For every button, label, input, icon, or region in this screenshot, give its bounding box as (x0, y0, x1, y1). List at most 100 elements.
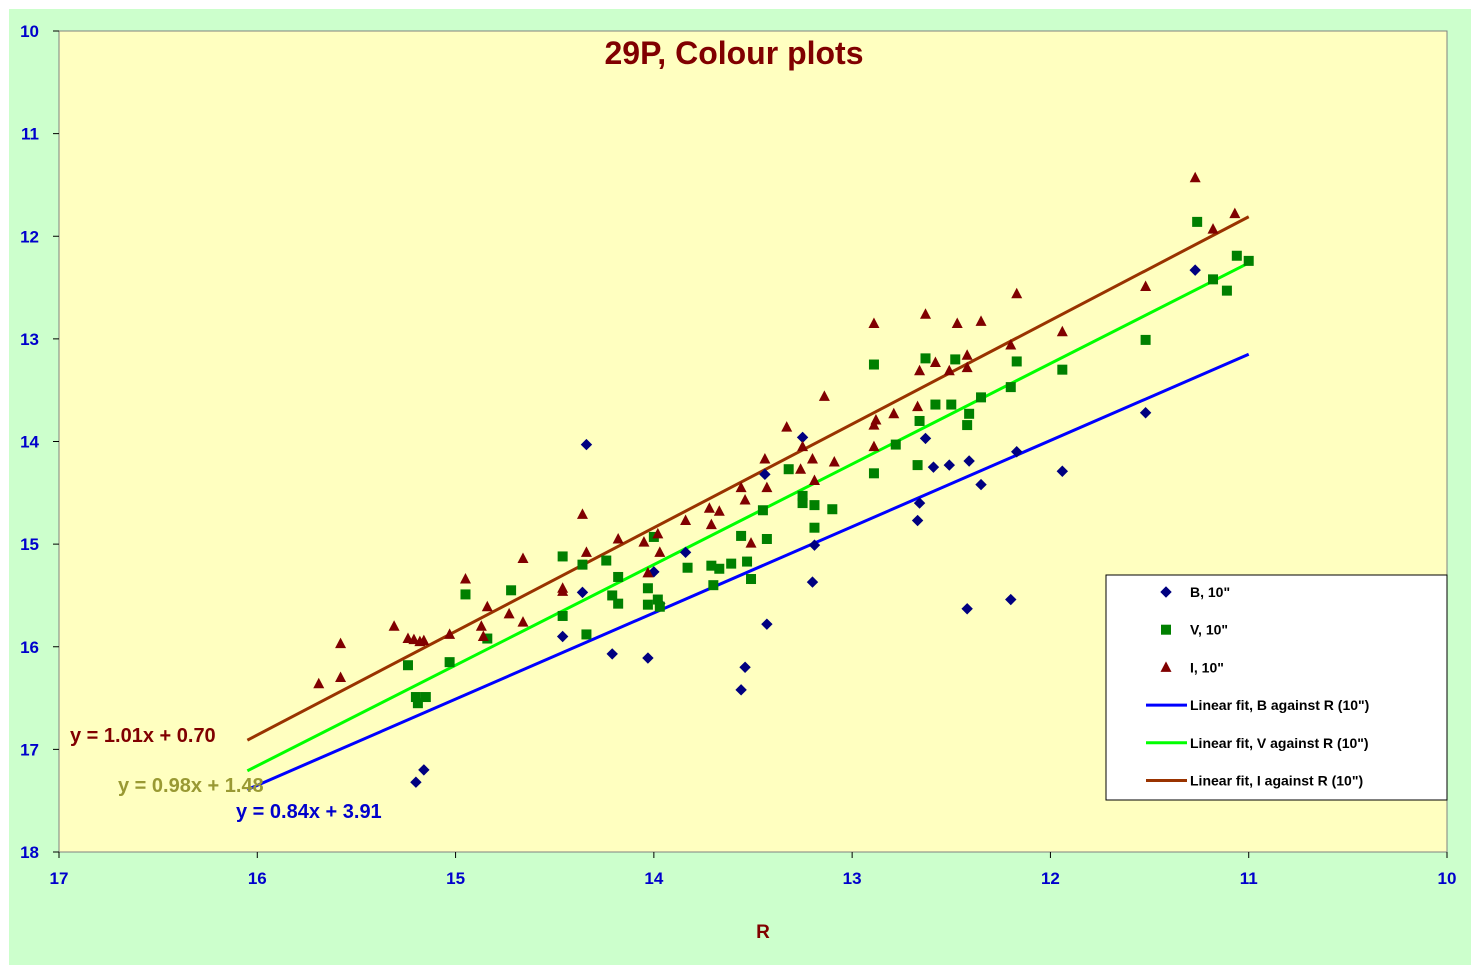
data-point-b (679, 546, 692, 559)
data-point-v (868, 468, 879, 479)
data-point-b (759, 468, 771, 481)
data-point-v (964, 408, 975, 419)
data-point-v (736, 530, 747, 541)
data-point-v (1208, 274, 1219, 285)
data-point-v (706, 560, 717, 571)
data-point-v (742, 556, 753, 567)
data-point-v (708, 580, 719, 591)
data-point-b (919, 432, 932, 445)
data-point-b (1011, 446, 1023, 458)
data-point-i (1005, 339, 1017, 350)
data-point-v (1243, 255, 1254, 266)
data-point-v (726, 558, 737, 569)
legend-label: V, 10" (1190, 622, 1228, 638)
y-tick-label: 12 (20, 227, 39, 246)
legend-box (1105, 574, 1448, 801)
data-point-i (705, 518, 717, 530)
data-point-i (335, 637, 347, 649)
data-point-b (739, 661, 751, 673)
data-point-v (868, 359, 879, 370)
data-point-i (806, 452, 818, 464)
data-point-i (920, 308, 932, 319)
data-point-v (460, 589, 471, 600)
data-point-i (739, 493, 751, 505)
data-point-b (1056, 465, 1069, 477)
data-point-i (797, 440, 809, 452)
legend-label: B, 10" (1190, 584, 1230, 600)
data-point-b (961, 603, 973, 615)
data-point-i (888, 407, 900, 419)
fit-equation-i: y = 1.01x + 0.70 (70, 725, 216, 747)
data-point-i (652, 527, 664, 539)
data-point-i (313, 677, 325, 689)
data-point-v (746, 574, 757, 585)
legend-label: Linear fit, V against R (10") (1190, 735, 1369, 751)
data-point-v (914, 415, 925, 426)
data-point-b (761, 618, 773, 630)
fit-line-v (246, 261, 1250, 773)
data-point-i (335, 671, 347, 683)
data-point-i (444, 628, 456, 639)
data-point-i (475, 620, 487, 631)
x-tick-label: 14 (644, 869, 663, 888)
data-point-i (912, 400, 924, 412)
data-point-b (927, 461, 940, 473)
data-point-v (506, 585, 517, 596)
x-tick-label: 10 (1438, 869, 1457, 888)
data-point-v (976, 392, 987, 403)
x-axis-label: R (756, 922, 770, 943)
fit-line-b (246, 352, 1250, 791)
y-tick-label: 11 (21, 125, 39, 144)
data-point-i (1207, 223, 1219, 234)
data-point-b (556, 630, 569, 643)
data-point-v (557, 610, 568, 621)
data-point-b (1005, 593, 1017, 606)
data-point-i (961, 361, 973, 373)
data-point-i (961, 349, 973, 360)
data-point-i (517, 616, 529, 627)
y-tick-label: 15 (20, 535, 39, 554)
data-point-i (868, 440, 880, 452)
y-tick-label: 18 (20, 843, 39, 862)
data-point-i (951, 317, 963, 328)
data-point-i (517, 552, 529, 563)
y-axis: 10 11 12 13 14 15 16 17 18 (20, 22, 59, 862)
data-point-i (642, 566, 654, 578)
data-point-v (920, 353, 931, 364)
x-tick-label: 15 (446, 869, 465, 888)
data-point-i (481, 600, 493, 612)
data-point-i (745, 537, 757, 548)
data-point-b (606, 648, 618, 660)
legend-symbol (1160, 586, 1172, 598)
x-tick-label: 12 (1041, 869, 1060, 888)
data-point-i (459, 573, 471, 584)
data-point-v (946, 399, 957, 410)
data-point-i (1140, 280, 1152, 292)
data-point-v (577, 559, 588, 570)
data-point-i (408, 633, 420, 645)
data-point-b (1189, 264, 1201, 276)
data-point-v (642, 599, 653, 610)
data-point-v (962, 420, 973, 431)
data-point-v (912, 460, 923, 471)
data-point-i (612, 532, 624, 544)
y-tick-label: 13 (20, 330, 39, 349)
fit-equation-b: y = 0.84x + 3.91 (236, 801, 382, 823)
data-point-i (818, 390, 830, 401)
data-point-v (809, 522, 820, 533)
data-point-v (613, 598, 624, 609)
x-tick-label: 11 (1240, 869, 1258, 888)
y-tick-label: 10 (20, 22, 39, 41)
data-point-i (654, 546, 666, 557)
data-point-v (1231, 250, 1242, 261)
data-point-i (759, 452, 771, 464)
x-tick-label: 13 (843, 869, 862, 888)
data-point-v (783, 464, 794, 475)
data-point-v (827, 504, 838, 515)
data-point-i (580, 546, 592, 557)
data-point-b (418, 764, 430, 776)
data-point-i (943, 364, 955, 376)
data-point-v (410, 692, 421, 703)
data-point-v (890, 439, 901, 450)
data-point-v (809, 500, 820, 511)
